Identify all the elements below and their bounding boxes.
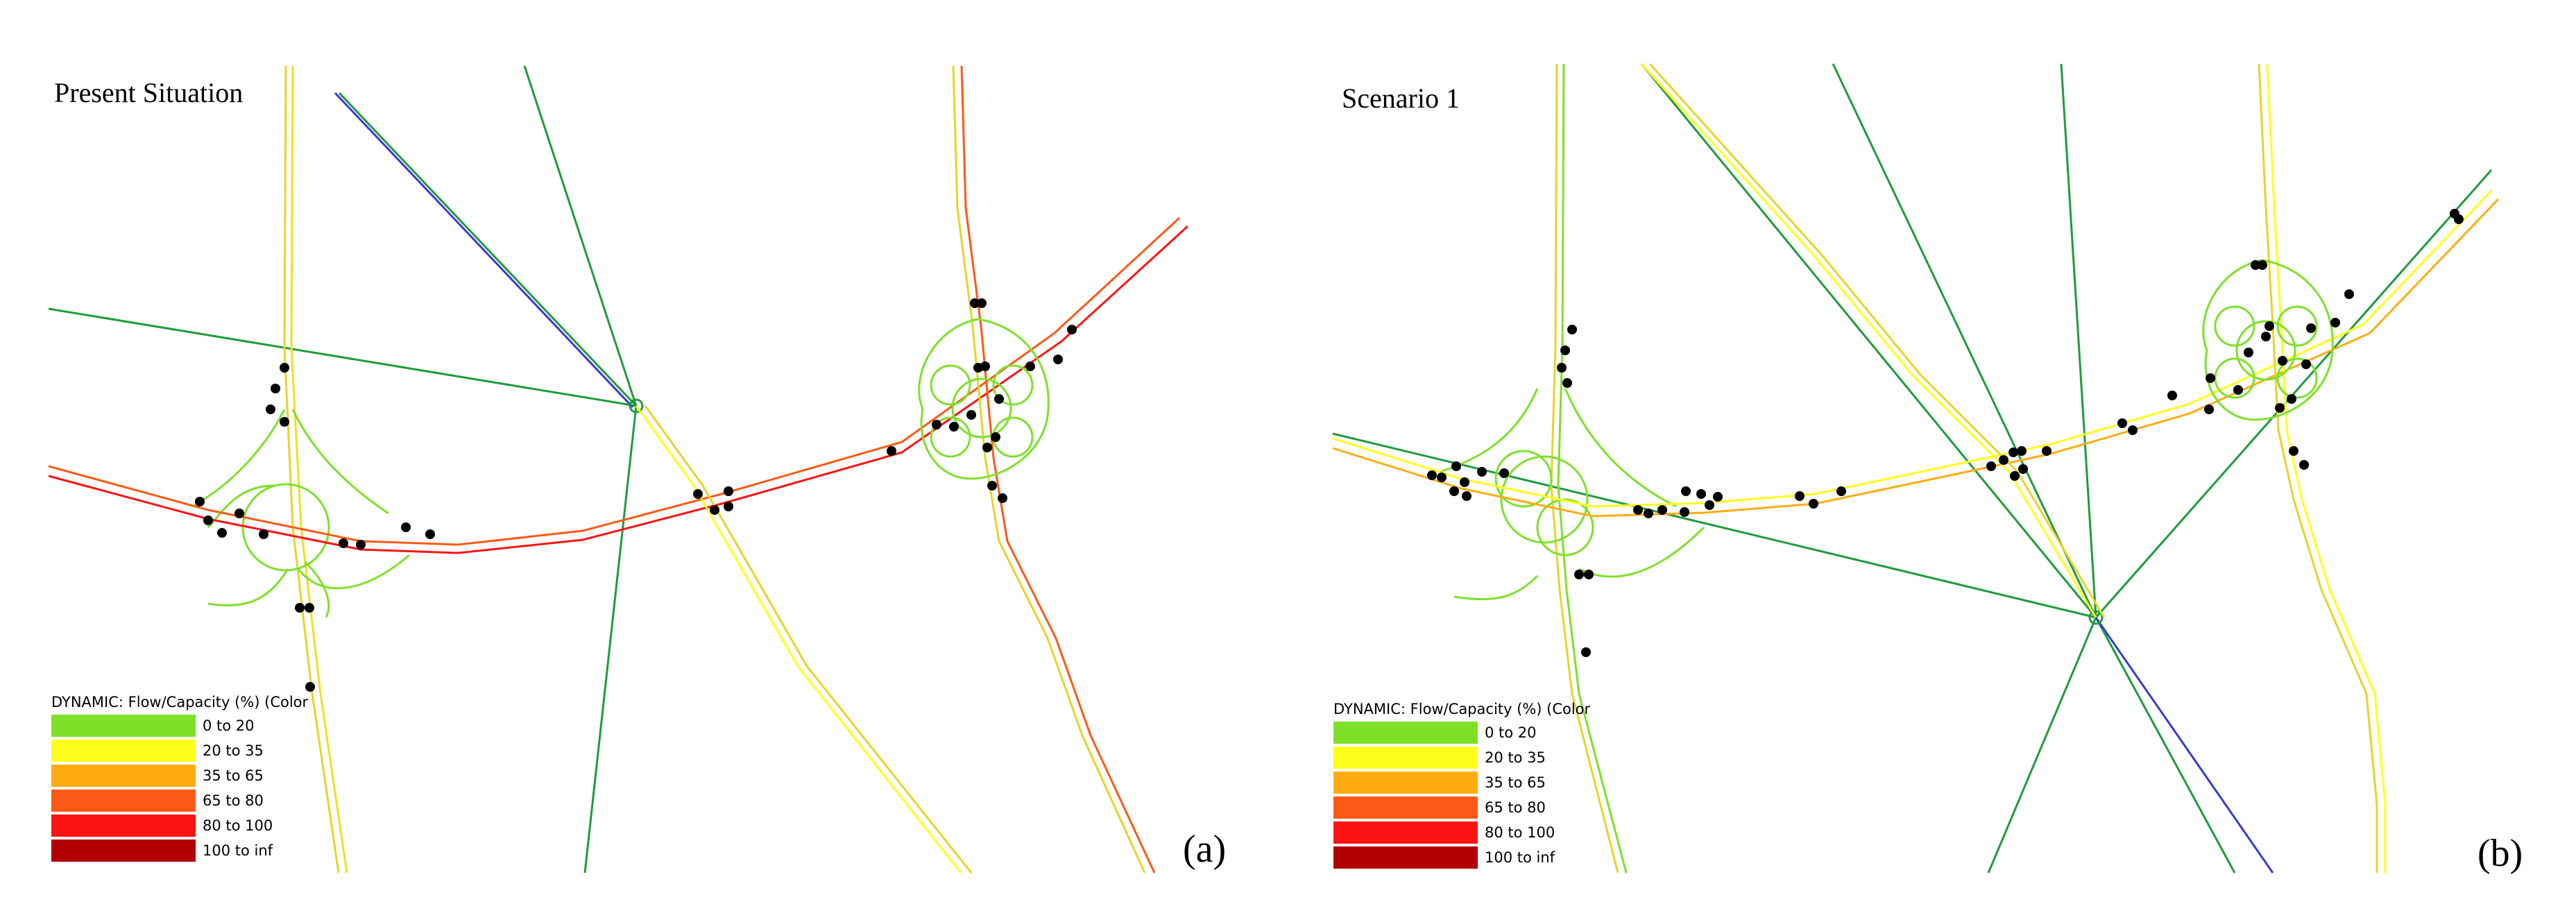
legend-label: 35 to 65 (1485, 774, 1546, 791)
legend-title: DYNAMIC: Flow/Capacity (%) (Color (1333, 701, 1591, 717)
legend-title: DYNAMIC: Flow/Capacity (%) (Color (51, 694, 309, 710)
legend-label: 65 to 80 (203, 792, 264, 809)
legend-row: 100 to inf (51, 838, 308, 863)
legend-swatch (1333, 846, 1478, 869)
legend-swatch (1333, 797, 1478, 819)
legend-row: 65 to 80 (1333, 795, 1590, 820)
legend-swatch (51, 715, 196, 737)
legend-row: 0 to 20 (1333, 720, 1590, 745)
legend-label: 80 to 100 (1485, 824, 1555, 841)
interchange-right (2202, 259, 2334, 421)
panel-letter: (a) (1183, 828, 1227, 871)
centroid-node (2088, 610, 2104, 625)
centroid-connectors (48, 65, 638, 874)
road-right-vertical (952, 65, 1156, 874)
legend-swatch (1333, 772, 1478, 794)
legend: DYNAMIC: Flow/Capacity (%) (Color 0 to 2… (51, 694, 308, 863)
panel-title: Scenario 1 (1342, 83, 1460, 114)
legend-row: 20 to 35 (51, 738, 308, 763)
panel-scenario-1: Scenario 1 (b) DYNAMIC: Flow/Capacity (%… (1288, 0, 2576, 920)
legend-row: 80 to 100 (1333, 820, 1590, 845)
legend-swatch (1333, 722, 1478, 744)
interchange-right (918, 318, 1050, 480)
legend-row: 20 to 35 (1333, 745, 1590, 770)
legend-label: 80 to 100 (203, 817, 273, 834)
panel-present-situation: Present Situation (a) DYNAMIC: Flow/Capa… (48, 65, 1227, 874)
legend-row: 100 to inf (1333, 845, 1590, 870)
road-main-corridor (48, 216, 1189, 554)
interchange-left (1440, 388, 1705, 601)
legend-swatch (51, 840, 196, 862)
centroid-node (629, 398, 644, 414)
network-nodes (195, 298, 1077, 692)
legend-label: 100 to inf (203, 842, 273, 859)
legend-label: 100 to inf (1485, 849, 1555, 866)
legend-row: 80 to 100 (51, 813, 308, 838)
legend: DYNAMIC: Flow/Capacity (%) (Color 0 to 2… (1333, 701, 1590, 870)
legend-swatch (51, 740, 196, 762)
legend-swatch (1333, 821, 1478, 844)
road-main-corridor (1332, 189, 2500, 518)
legend-row: 35 to 65 (1333, 770, 1590, 795)
legend-label: 0 to 20 (1485, 724, 1537, 741)
legend-label: 20 to 35 (203, 742, 264, 759)
legend-row: 35 to 65 (51, 763, 308, 788)
network-map-a (48, 65, 1189, 874)
route-overlay-line (334, 92, 634, 409)
legend-row: 0 to 20 (51, 713, 308, 738)
road-right-vertical (2258, 63, 2387, 873)
route-overlay-line (2095, 617, 2274, 874)
road-diagonal (1640, 62, 2106, 618)
network-map-b (1332, 62, 2500, 874)
network-nodes (1427, 209, 2464, 657)
legend-swatch (51, 790, 196, 812)
centroid-connectors (1332, 63, 2493, 874)
legend-label: 20 to 35 (1485, 749, 1546, 766)
legend-label: 35 to 65 (203, 767, 264, 784)
panel-title: Present Situation (54, 77, 244, 108)
interchange-left (194, 409, 410, 618)
road-diagonal (635, 405, 973, 874)
legend-swatch (51, 765, 196, 787)
legend-label: 0 to 20 (203, 717, 255, 734)
legend-swatch (51, 815, 196, 837)
panel-letter: (b) (2477, 832, 2523, 875)
legend-label: 65 to 80 (1485, 799, 1546, 816)
legend-swatch (1333, 747, 1478, 769)
legend-row: 65 to 80 (51, 788, 308, 813)
